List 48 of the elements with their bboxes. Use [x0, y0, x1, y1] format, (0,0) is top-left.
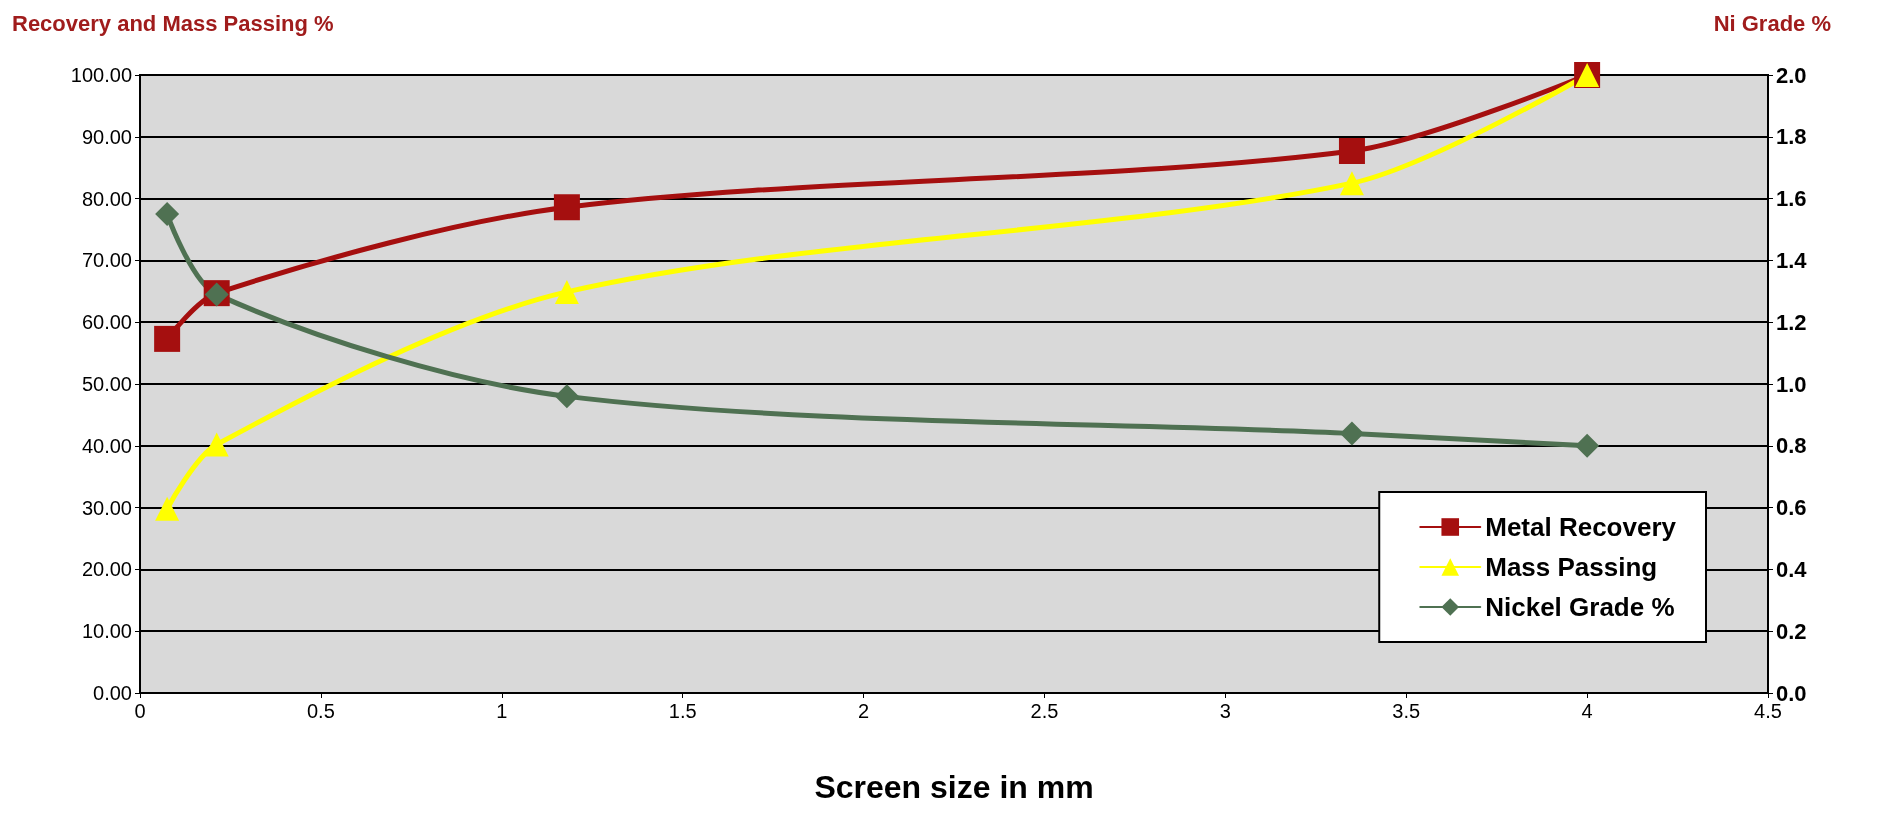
y-tick-label: 50.00 — [81, 373, 132, 395]
legend-label: Nickel Grade % — [1485, 592, 1675, 622]
y-tick-label: 60.00 — [81, 311, 132, 334]
x-tick-label: 4.5 — [1754, 700, 1782, 722]
x-tick-label: 1.5 — [668, 700, 697, 722]
y2-tick-label: 1.2 — [1776, 309, 1807, 335]
y-tick-label: 40.00 — [81, 434, 132, 457]
y-tick-label: 20.00 — [81, 558, 132, 581]
y2-tick-label: 1.8 — [1776, 124, 1807, 150]
y2-tick-label: 0.2 — [1776, 618, 1807, 644]
legend-label: Mass Passing — [1485, 552, 1658, 582]
y2-tick-label: 1.4 — [1776, 247, 1808, 273]
point — [553, 194, 580, 221]
legend-label: Metal Recovery — [1485, 512, 1677, 542]
y-tick-label: 10.00 — [81, 620, 132, 643]
point — [1339, 171, 1364, 196]
y2-axis-title: Ni Grade % — [1713, 10, 1832, 36]
x-tick-label: 2 — [857, 700, 870, 722]
x-tick-label: 0.5 — [306, 700, 335, 722]
point — [154, 325, 181, 352]
y-axis-title: Recovery and Mass Passing % — [12, 10, 334, 36]
x-tick-label: 3 — [1219, 700, 1231, 722]
y-tick-label: 80.00 — [81, 187, 132, 210]
y2-tick-label: 1.0 — [1776, 371, 1807, 397]
y-tick-label: 0.00 — [93, 682, 132, 704]
y2-tick-label: 0.4 — [1776, 556, 1808, 582]
point — [554, 384, 579, 409]
x-tick-label: 4 — [1581, 700, 1593, 722]
point — [1339, 421, 1364, 446]
point — [1338, 138, 1365, 165]
y2-tick-label: 2.0 — [1776, 62, 1807, 88]
x-axis-title: Screen size in mm — [814, 769, 1094, 805]
point — [1575, 433, 1600, 458]
y-tick-label: 90.00 — [81, 125, 132, 148]
x-tick-label: 2.5 — [1030, 700, 1059, 722]
x-tick-label: 0 — [134, 700, 146, 722]
y2-tick-label: 0.8 — [1776, 433, 1807, 459]
point — [155, 496, 180, 521]
y-tick-label: 30.00 — [81, 496, 132, 519]
x-tick-label: 3.5 — [1392, 700, 1421, 722]
y2-tick-label: 1.6 — [1776, 186, 1807, 212]
point — [155, 202, 180, 227]
y-tick-label: 70.00 — [81, 249, 132, 272]
y2-tick-label: 0.6 — [1776, 495, 1807, 521]
x-tick-label: 1 — [496, 700, 508, 722]
point — [204, 432, 229, 457]
y-tick-label: 100.00 — [70, 64, 132, 86]
point — [554, 279, 579, 304]
